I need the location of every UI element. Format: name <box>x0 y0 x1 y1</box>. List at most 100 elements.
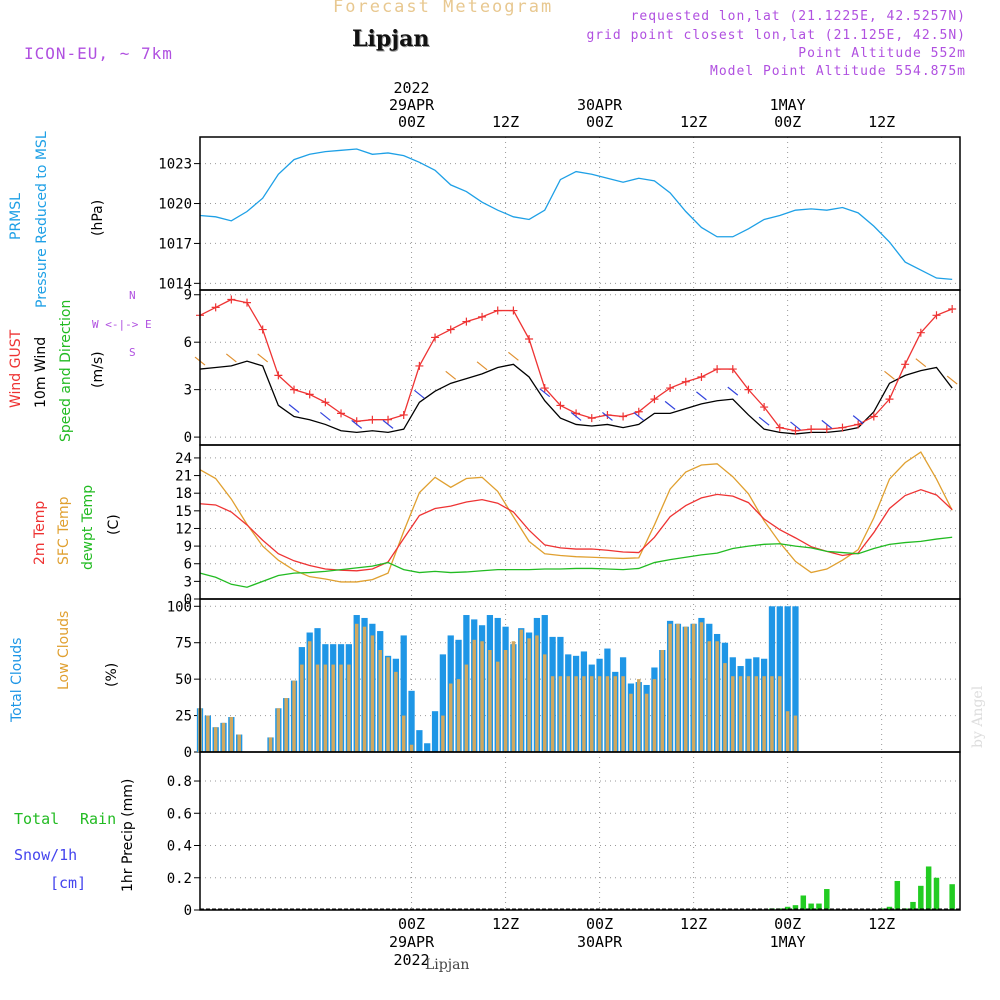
low-clouds-label: Low Clouds <box>56 610 72 690</box>
clouds-tick-label: 50 <box>175 672 192 688</box>
day-label-bottom: 30APR <box>577 933 623 951</box>
time-tick-top: 12Z <box>680 113 707 131</box>
temp-sfc-label: SFC Temp <box>56 496 72 565</box>
low-cloud-bar <box>746 676 751 752</box>
clouds-tick-label: 100 <box>167 599 192 615</box>
low-cloud-bar <box>284 698 288 752</box>
gust-marker <box>211 303 220 312</box>
precip-bar <box>894 880 901 910</box>
wind-direction-arrow <box>225 353 237 363</box>
low-cloud-bar <box>378 650 382 752</box>
gust-marker <box>305 390 314 399</box>
gust-marker <box>462 317 471 326</box>
wind-tick-label: 6 <box>184 335 192 351</box>
gust-marker <box>838 423 847 432</box>
gust-marker <box>540 384 549 393</box>
wind-direction-arrow <box>758 416 770 426</box>
low-cloud-bar <box>409 744 414 752</box>
temp-tick-label: 9 <box>184 539 192 555</box>
low-cloud-bar <box>519 629 523 752</box>
low-cloud-bar <box>496 661 500 752</box>
precip-axis-label: 1hr Precip (mm) <box>120 778 136 892</box>
low-cloud-bar <box>707 641 712 752</box>
wind-direction-arrow <box>319 411 331 421</box>
clouds-tick-label: 0 <box>184 745 192 761</box>
low-cloud-bar <box>676 623 680 752</box>
low-cloud-bar <box>723 663 727 752</box>
wind-10m-label: 10m Wind <box>33 336 49 408</box>
wind-tick-label: 9 <box>184 288 192 304</box>
gust-marker <box>885 395 894 404</box>
total-cloud-bar <box>416 730 423 752</box>
clouds-unit-label: (%) <box>104 662 120 687</box>
wind-direction-arrow <box>821 419 833 429</box>
precip-bar <box>910 901 916 910</box>
low-cloud-bar <box>684 626 688 752</box>
wind-direction-arrow <box>539 388 551 398</box>
wind-speed-direction-label: Speed and Direction <box>58 299 74 442</box>
temp-tick-label: 3 <box>184 574 192 590</box>
low-cloud-bar <box>386 657 390 752</box>
low-cloud-bar <box>362 626 367 752</box>
gust-marker <box>916 328 925 337</box>
gust-marker <box>587 414 596 423</box>
pressure-tick-label: 1014 <box>158 276 192 292</box>
low-cloud-bar <box>629 693 633 752</box>
low-cloud-bar <box>754 676 759 752</box>
dewpoint-line <box>199 536 953 588</box>
low-cloud-bar <box>206 715 210 752</box>
wind-direction-arrow <box>508 351 519 361</box>
total-clouds-label: Total Clouds <box>9 637 25 722</box>
wind-direction-arrow <box>884 370 895 380</box>
precip-bar <box>800 895 807 910</box>
low-cloud-bar <box>582 676 586 752</box>
pressure-unit-label: (hPa) <box>90 199 106 236</box>
day-label-top: 1MAY <box>770 96 806 114</box>
low-cloud-bar <box>292 680 296 752</box>
low-cloud-bar <box>213 727 218 752</box>
wind-direction-arrow <box>727 386 739 396</box>
day-label-top: 29APR <box>389 96 435 114</box>
precip-bar <box>792 905 799 910</box>
gust-marker <box>227 295 236 304</box>
prmsl-label: PRMSL <box>8 193 24 240</box>
precip-bar <box>918 885 924 910</box>
gust-marker <box>666 384 675 393</box>
gust-marker <box>321 398 330 407</box>
wind-direction-arrow <box>664 400 676 410</box>
low-cloud-bar <box>511 641 516 752</box>
total-cloud-bar <box>400 635 407 752</box>
gust-marker <box>807 425 816 434</box>
time-tick-bottom: 12Z <box>868 915 895 933</box>
gust-marker <box>744 385 753 394</box>
precip-snow-label: Snow/1h <box>14 846 78 864</box>
time-tick-top: 12Z <box>868 113 895 131</box>
wind-direction-arrow <box>382 419 394 429</box>
temp-tick-label: 24 <box>175 451 192 467</box>
low-cloud-bar <box>558 676 563 752</box>
temp-tick-label: 15 <box>175 504 192 520</box>
gust-marker <box>290 385 299 394</box>
low-cloud-bar <box>652 679 657 752</box>
wind-direction-arrow <box>633 411 645 421</box>
precip-bar <box>949 884 955 910</box>
low-cloud-bar <box>738 676 743 752</box>
time-tick-top: 00Z <box>774 113 801 131</box>
wind-gust-label: Wind GUST <box>8 329 24 408</box>
low-cloud-bar <box>731 676 735 752</box>
low-cloud-bar <box>488 650 492 752</box>
low-cloud-bar <box>480 641 484 752</box>
gust-marker <box>932 311 941 320</box>
gust-marker <box>634 407 643 416</box>
gust-marker <box>728 365 737 374</box>
wind-direction-arrow <box>257 353 269 363</box>
gust-marker <box>713 365 722 374</box>
low-cloud-bar <box>597 676 602 752</box>
low-cloud-bar <box>464 664 469 752</box>
sfc-temp-line <box>199 451 953 583</box>
time-tick-top: 00Z <box>398 113 425 131</box>
low-cloud-bar <box>347 664 351 752</box>
precip-tick-label: 0.2 <box>167 871 192 887</box>
time-tick-top: 00Z <box>586 113 613 131</box>
low-cloud-bar <box>793 715 798 752</box>
